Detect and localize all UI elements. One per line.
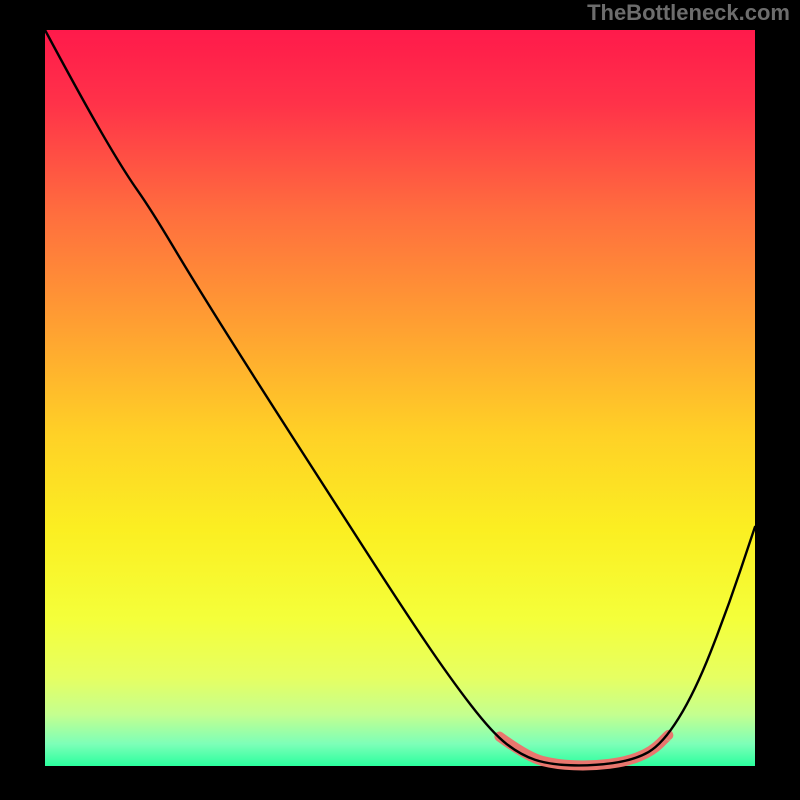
chart-svg xyxy=(0,0,800,800)
chart-stage: TheBottleneck.com xyxy=(0,0,800,800)
watermark-text: TheBottleneck.com xyxy=(587,0,790,26)
plot-background xyxy=(45,30,755,766)
